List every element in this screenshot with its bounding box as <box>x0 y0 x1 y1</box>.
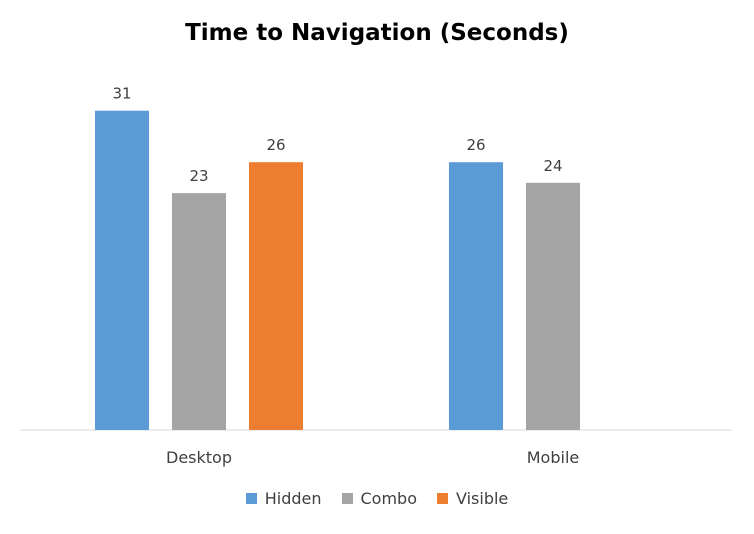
data-label-combo-desktop: 23 <box>189 167 208 185</box>
bar-hidden-mobile <box>449 162 503 430</box>
data-label-combo-mobile: 24 <box>543 157 562 175</box>
legend-swatch-visible <box>437 493 448 504</box>
legend-label-visible: Visible <box>456 489 509 508</box>
legend-swatch-combo <box>341 493 353 504</box>
legend-label-combo: Combo <box>360 489 418 508</box>
chart-title: Time to Navigation (Seconds) <box>185 20 569 46</box>
bar-visible-desktop <box>249 162 303 430</box>
data-label-hidden-desktop: 31 <box>112 85 131 103</box>
legend-entry-visible: Visible <box>437 489 508 508</box>
x-tick-label-mobile: Mobile <box>527 448 579 467</box>
legend-entry-combo: Combo <box>341 489 418 508</box>
legend-swatch-hidden <box>245 493 257 504</box>
bar-combo-mobile <box>526 182 580 430</box>
bar-hidden-desktop <box>95 110 149 430</box>
legend: Hidden Combo Visible <box>0 489 754 508</box>
x-tick-label-desktop: Desktop <box>166 448 232 467</box>
data-label-visible-desktop: 26 <box>266 136 285 154</box>
data-label-hidden-mobile: 26 <box>466 136 485 154</box>
legend-entry-hidden: Hidden <box>245 489 322 508</box>
legend-label-hidden: Hidden <box>264 489 322 508</box>
bar-combo-desktop <box>172 193 226 430</box>
plot-area: 31 23 26 Desktop 26 24 Mobile <box>20 85 732 467</box>
